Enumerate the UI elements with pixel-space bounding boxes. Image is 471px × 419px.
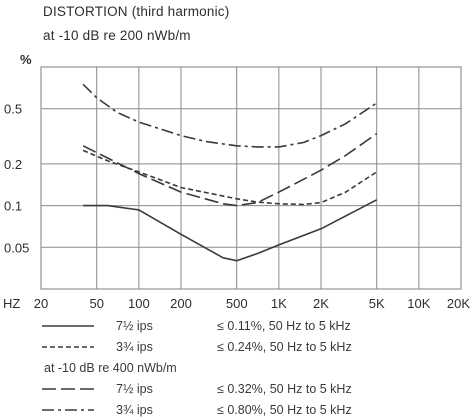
- x-tick-label: 20: [34, 296, 48, 311]
- axes: 0.05 0.1 0.2 0.5% HZ 20 50 100 200 500 1K 2K 5K 10K 20…: [3, 52, 470, 311]
- legend-value: ≤ 0.80%, 50 Hz to 5 kHz: [217, 403, 352, 417]
- legend-value: ≤ 0.24%, 50 Hz to 5 kHz: [217, 340, 352, 354]
- y-axis-label: %: [20, 52, 32, 67]
- x-tick-label: 10K: [407, 296, 430, 311]
- series-line-s400_375: [82, 83, 378, 148]
- series-lines: [82, 83, 378, 262]
- legend-value: ≤ 0.11%, 50 Hz to 5 kHz: [217, 319, 351, 333]
- legend-group2-heading: at -10 dB re 400 nWb/m: [44, 361, 177, 375]
- legend-speed: 7½ ips: [116, 382, 153, 396]
- series-line-s400_75: [82, 133, 378, 207]
- legend-speed: 7½ ips: [116, 319, 153, 333]
- legend-speed: 3¾ ips: [116, 403, 153, 417]
- plot-frame: [40, 66, 462, 290]
- series-line-s200_375: [82, 149, 378, 206]
- y-tick-label: 0.1: [4, 199, 22, 214]
- x-tick-label: 50: [89, 296, 103, 311]
- x-tick-label: 2K: [313, 296, 329, 311]
- x-tick-label: 100: [128, 296, 150, 311]
- legend-speed: 3¾ ips: [116, 340, 153, 354]
- y-tick-label: 0.2: [4, 157, 22, 172]
- x-tick-label: 20K: [447, 296, 470, 311]
- chart-subtitle: at -10 dB re 200 nWb/m: [43, 28, 191, 43]
- x-tick-label: 5K: [369, 296, 385, 311]
- legend: 7½ ips ≤ 0.11%, 50 Hz to 5 kHz 3¾ ips ≤ 0.2…: [42, 319, 352, 417]
- x-tick-label: 500: [226, 296, 248, 311]
- y-tick-label: 0.05: [4, 240, 29, 255]
- x-tick-label: 200: [170, 296, 192, 311]
- legend-value: ≤ 0.32%, 50 Hz to 5 kHz: [217, 382, 352, 396]
- x-axis-label: HZ: [3, 296, 20, 311]
- x-tick-label: 1K: [271, 296, 287, 311]
- chart-title: DISTORTION (third harmonic): [43, 4, 230, 19]
- series-line-s200_75: [83, 199, 378, 262]
- y-tick-label: 0.5: [4, 102, 22, 117]
